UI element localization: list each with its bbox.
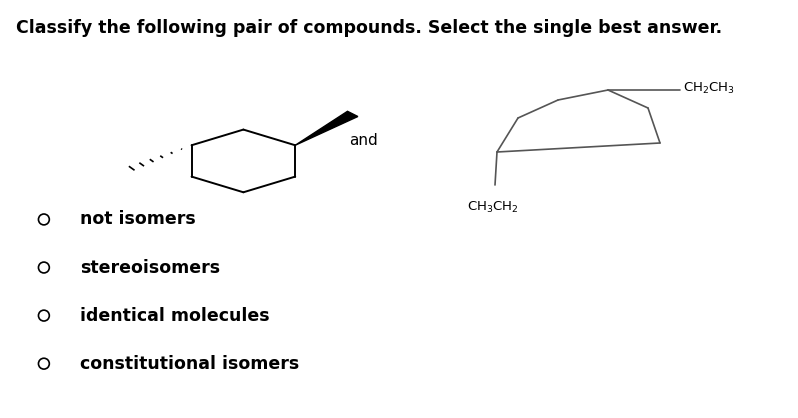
Text: CH$_2$CH$_3$: CH$_2$CH$_3$ [683, 80, 735, 96]
Text: and: and [349, 133, 377, 148]
Text: stereoisomers: stereoisomers [80, 258, 220, 277]
Text: constitutional isomers: constitutional isomers [80, 354, 299, 373]
Text: identical molecules: identical molecules [80, 306, 270, 325]
Text: CH$_3$CH$_2$: CH$_3$CH$_2$ [467, 200, 519, 215]
Text: Classify the following pair of compounds. Select the single best answer.: Classify the following pair of compounds… [16, 19, 722, 37]
Polygon shape [295, 111, 358, 145]
Text: not isomers: not isomers [80, 210, 196, 229]
